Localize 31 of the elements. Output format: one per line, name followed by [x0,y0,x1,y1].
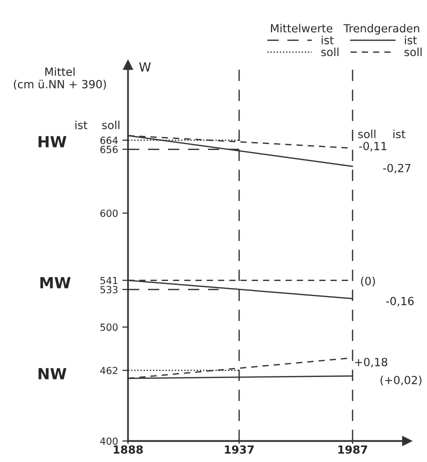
annotation: -0,27 [383,164,410,174]
legend-label: ist [404,36,417,44]
text: soll [102,120,120,130]
y-tick-label: 462 [100,366,118,374]
x-tick-label: 1987 [338,445,368,454]
text: ist [75,120,88,130]
y-tick-label: 533 [100,286,118,294]
y-tick-label: 500 [100,324,118,331]
text: NW [38,368,66,380]
y-tick-label: 664 [100,136,118,144]
x-tick-label: 1888 [114,445,143,454]
legend-label: soll [321,48,338,56]
text: MW [40,277,71,288]
annotation: -0,16 [386,296,414,306]
annotation: (+0,02) [380,376,422,386]
annotation: ist [393,130,406,138]
annotation: -0,11 [359,142,386,152]
y-tick-label: 656 [100,146,118,154]
annotation: (0) [361,276,375,287]
y-axis-title: Mittel (cm ü.NN + 390) [14,67,106,90]
text: HW [38,136,66,148]
legend-label: soll [404,48,422,56]
annotation: soll [358,130,376,138]
legend-label: ist [322,36,334,44]
x-tick-label: 1937 [224,445,254,454]
y-tick-label: 400 [100,437,118,445]
legend-title: Mittelwerte Trendgeraden [271,24,420,35]
annotation: W [139,62,151,72]
y-tick-label: 600 [100,210,118,217]
y-tick-label: 541 [100,276,118,284]
annotation: +0,18 [355,358,388,368]
